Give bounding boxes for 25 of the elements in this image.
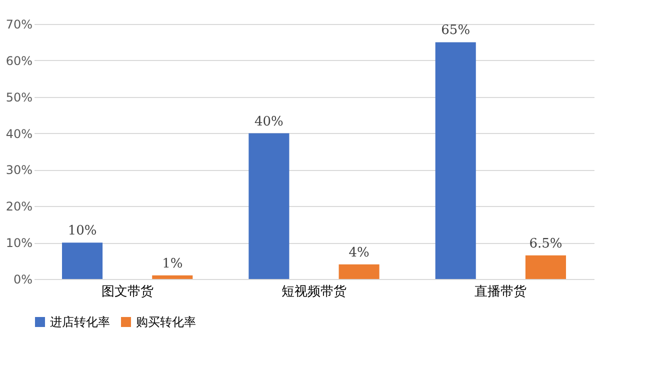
bar: [62, 242, 103, 279]
y-tick-label: 30%: [6, 163, 32, 178]
bar: [338, 264, 380, 279]
legend-label: 购买转化率: [136, 315, 196, 329]
bar: [152, 275, 193, 279]
y-tick-label: 60%: [6, 54, 32, 68]
legend-label: 进店转化率: [50, 315, 110, 329]
data-label: 1%: [162, 256, 183, 272]
data-label: 65%: [441, 23, 470, 38]
x-tick-label: 短视频带货: [282, 284, 346, 300]
data-label: 6.5%: [529, 236, 562, 252]
y-tick-label: 70%: [6, 18, 32, 32]
y-tick-label: 20%: [6, 200, 32, 214]
bar: [248, 133, 290, 279]
bar: [525, 255, 566, 279]
x-tick-label: 直播带货: [474, 284, 527, 300]
data-label: 40%: [254, 114, 284, 130]
x-tick-label: 图文带货: [101, 284, 154, 300]
bar: [435, 42, 476, 279]
data-label: 10%: [68, 224, 97, 239]
y-tick-label: 40%: [6, 126, 32, 141]
y-tick-label: 0%: [13, 272, 32, 286]
y-tick-label: 50%: [6, 90, 32, 104]
data-label: 4%: [348, 245, 370, 260]
y-tick-label: 10%: [6, 236, 32, 250]
